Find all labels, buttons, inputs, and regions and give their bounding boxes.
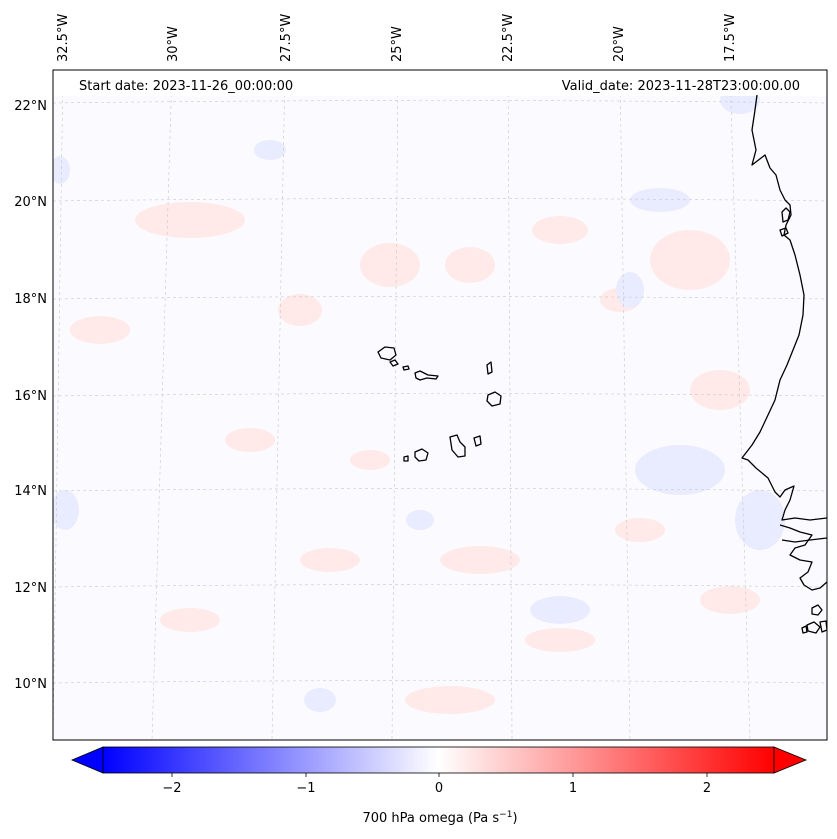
island-sal [486,361,493,375]
colorbar-label-main: 700 hPa omega (Pa s [362,811,499,826]
island-sao-vicente [389,359,399,367]
colorbar-ticks [171,773,708,777]
colorbar-tick-label: 0 [435,781,443,796]
bijagos-b [806,621,821,634]
lat-label: 12°N [14,581,47,596]
longitude-labels: 32.5°W 30°W 27.5°W 25°W 22.5°W 20°W 17.5… [56,14,738,62]
colorbar-label: 700 hPa omega (Pa s−1) [362,810,517,826]
colorbar-tick-label: 1 [569,781,577,796]
island-maio [473,435,482,447]
positive-omega-areas [70,202,760,714]
lat-label: 20°N [14,195,47,210]
lon-label: 25°W [390,26,405,62]
coastal-island-a [781,207,791,223]
lon-label: 30°W [166,26,181,62]
lat-label: 14°N [14,484,47,499]
coastlines [377,94,827,634]
senegal-inlet [781,537,827,543]
island-sao-nicolau [414,370,439,381]
lon-label: 32.5°W [56,14,71,62]
lon-label: 22.5°W [501,14,516,62]
africa-coast-south [779,524,827,591]
island-boa-vista [486,391,502,407]
colorbar-extend-low [70,746,104,774]
lon-label: 20°W [612,26,627,62]
start-date-label: Start date: 2023-11-26_00:00:00 [79,79,293,94]
colorbar-tick-label: 2 [703,781,711,796]
coastal-island-b [779,227,789,237]
bijagos-a [811,604,823,616]
lat-label: 16°N [14,389,47,404]
gridlines [53,70,827,740]
omega-field [53,86,785,714]
map-frame [52,69,828,741]
island-santa-luzia [402,365,410,371]
latitude-labels: 22°N 20°N 18°N 16°N 14°N 12°N 10°N [14,99,47,692]
bijagos-c [819,620,827,633]
island-brava [403,455,409,462]
header-box [53,70,827,96]
lat-label: 10°N [14,677,47,692]
lat-label: 22°N [14,99,47,114]
lat-label: 18°N [14,292,47,307]
lon-label: 27.5°W [279,14,294,62]
africa-coastline [741,94,827,521]
island-santiago [449,434,466,458]
colorbar-label-exponent: −1 [499,810,512,820]
lon-label: 17.5°W [723,14,738,62]
colorbar-extend-high [773,746,808,774]
colorbar-label-close: ) [512,811,517,826]
negative-omega-areas [53,86,785,712]
colorbar-tick-label: −1 [296,781,315,796]
colorbar-tick-label: −2 [162,781,181,796]
island-santo-antao [377,346,397,361]
colorbar: −2 −1 0 1 2 700 hPa omega (Pa s−1) [70,746,808,826]
colorbar-body [102,746,775,774]
bijagos-d [801,625,808,634]
island-fogo [414,448,429,462]
valid-date-label: Valid_date: 2023-11-28T23:00:00.00 [562,79,800,94]
